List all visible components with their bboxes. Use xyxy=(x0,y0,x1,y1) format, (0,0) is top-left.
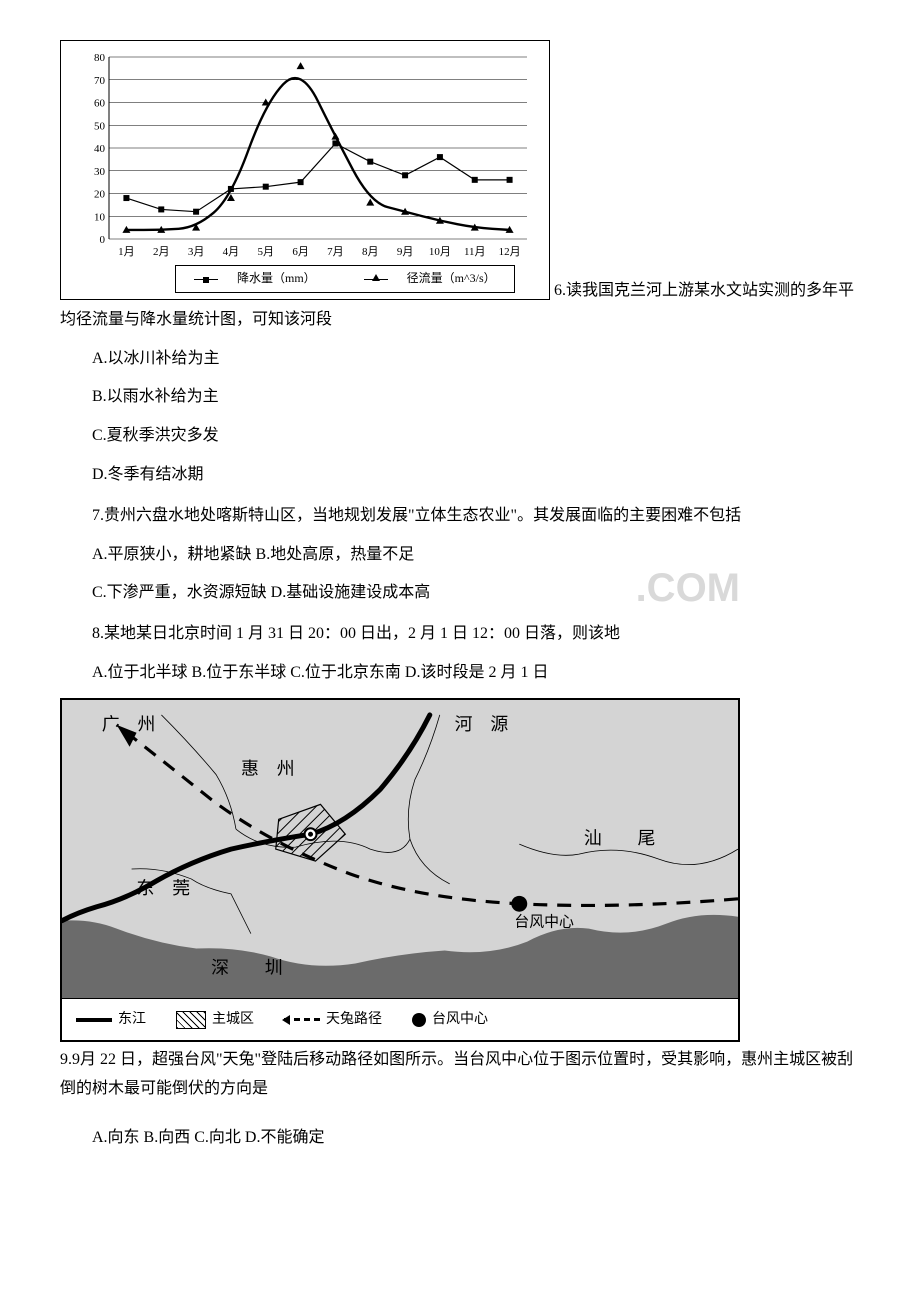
q7-opts-cd: C.下渗严重，水资源短缺 D.基础设施建设成本高 xyxy=(60,579,860,608)
path-icon xyxy=(284,1018,320,1021)
urban-icon xyxy=(176,1011,206,1029)
svg-text:10月: 10月 xyxy=(429,246,451,258)
svg-text:1月: 1月 xyxy=(118,246,134,258)
svg-text:8月: 8月 xyxy=(362,246,379,258)
legend-center: 台风中心 xyxy=(432,1007,488,1032)
svg-text:深 圳: 深 圳 xyxy=(211,957,283,977)
square-icon xyxy=(194,279,218,280)
q6-opt-b: B.以雨水补给为主 xyxy=(60,383,860,412)
legend-urban: 主城区 xyxy=(212,1007,254,1032)
q6-opt-a: A.以冰川补给为主 xyxy=(60,345,860,374)
svg-text:5月: 5月 xyxy=(258,246,275,258)
chart-plot-area: 0 10 20 30 40 50 60 70 80 1月 2月 3月 4月 5月 6月 7月 8月 9月 10月 11… xyxy=(75,51,535,261)
svg-text:40: 40 xyxy=(94,143,106,155)
q9-stem: 月 22 日，超强台风"天兔"登陆后移动路径如图所示。当台风中心位于图示位置时，… xyxy=(60,1051,853,1097)
svg-text:10: 10 xyxy=(94,211,106,223)
q9-opts: A.向东 B.向西 C.向北 D.不能确定 xyxy=(60,1124,860,1153)
svg-text:60: 60 xyxy=(94,98,106,110)
svg-text:50: 50 xyxy=(94,120,106,132)
svg-text:6月: 6月 xyxy=(292,246,309,258)
svg-text:河 源: 河 源 xyxy=(455,714,509,734)
svg-text:20: 20 xyxy=(94,189,106,201)
legend-path: 天兔路径 xyxy=(326,1007,382,1032)
q7-opts-ab: A.平原狭小，耕地紧缺 B.地处高原，热量不足 xyxy=(60,541,860,570)
svg-text:惠 州: 惠 州 xyxy=(241,758,295,778)
triangle-icon xyxy=(364,279,388,280)
svg-text:0: 0 xyxy=(100,234,106,246)
q6-opt-d: D.冬季有结冰期 xyxy=(60,461,860,490)
svg-text:汕 尾: 汕 尾 xyxy=(584,828,656,848)
svg-text:30: 30 xyxy=(94,166,106,178)
center-icon xyxy=(412,1013,426,1027)
q8-stem: 8.某地某日北京时间 1 月 31 日 20：00 日出，2 月 1 日 12：… xyxy=(60,620,860,649)
typhoon-map: 广 州河 源惠 州汕 尾东 莞深 圳台风中心 东江 主城区 天兔路径 台风中心 xyxy=(60,698,740,1042)
svg-text:广 州: 广 州 xyxy=(102,714,156,734)
map-legend: 东江 主城区 天兔路径 台风中心 xyxy=(62,998,738,1040)
q6-opt-c: C.夏秋季洪灾多发 xyxy=(60,422,860,451)
line-chart: 0 10 20 30 40 50 60 70 80 1月 2月 3月 4月 5月 6月 7月 8月 9月 10月 11… xyxy=(60,40,550,300)
chart-legend: 降水量（mm） 径流量（m^3/s） xyxy=(175,265,515,293)
svg-text:2月: 2月 xyxy=(153,246,170,258)
q9-number: 9.9 xyxy=(60,1051,80,1068)
svg-text:11月: 11月 xyxy=(464,246,486,258)
svg-text:80: 80 xyxy=(94,52,106,64)
svg-text:3月: 3月 xyxy=(188,246,205,258)
q8-opts: A.位于北半球 B.位于东半球 C.位于北京东南 D.该时段是 2 月 1 日 xyxy=(60,659,860,688)
svg-text:4月: 4月 xyxy=(223,246,240,258)
svg-text:12月: 12月 xyxy=(499,246,521,258)
svg-text:70: 70 xyxy=(94,75,106,87)
legend-river: 东江 xyxy=(118,1007,146,1032)
legend-runoff-label: 径流量（m^3/s） xyxy=(407,271,496,285)
svg-text:7月: 7月 xyxy=(327,246,344,258)
river-icon xyxy=(76,1018,112,1022)
q7-stem: 7.贵州六盘水地处喀斯特山区，当地规划发展"立体生态农业"。其发展面临的主要困难… xyxy=(60,502,860,531)
legend-precip-label: 降水量（mm） xyxy=(237,271,316,285)
svg-text:东 莞: 东 莞 xyxy=(137,878,191,898)
q6-number: 6. xyxy=(554,282,566,299)
svg-text:台风中心: 台风中心 xyxy=(514,913,574,930)
svg-text:9月: 9月 xyxy=(397,246,414,258)
